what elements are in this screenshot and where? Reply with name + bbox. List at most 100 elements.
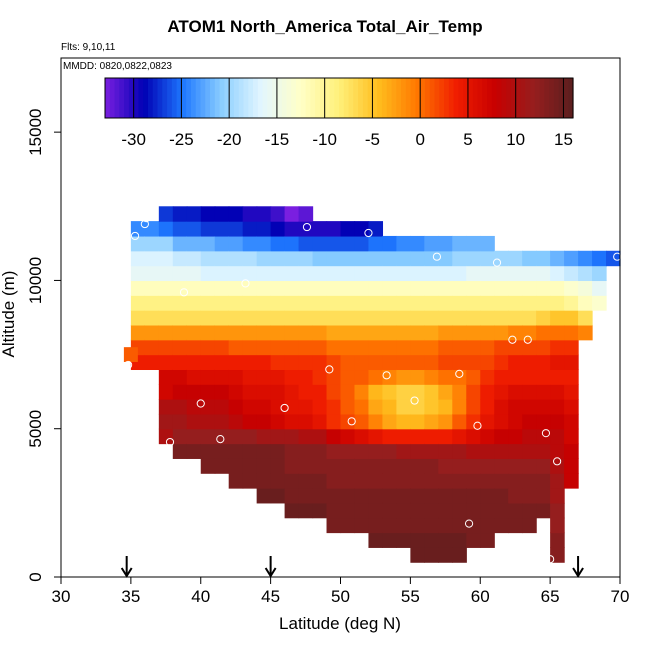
heatmap-cell — [508, 354, 523, 371]
heatmap-cell — [340, 473, 356, 489]
heatmap-cell — [186, 265, 202, 282]
heatmap-cell — [298, 295, 314, 311]
heatmap-cell — [424, 399, 439, 415]
heatmap-cell — [536, 369, 551, 385]
heatmap-cell — [424, 369, 439, 385]
heatmap-cell — [354, 354, 370, 371]
colorbar-swatch — [472, 78, 479, 118]
heatmap-cell — [522, 473, 537, 489]
heatmap-cell — [382, 399, 398, 415]
heatmap-cell — [550, 473, 565, 489]
heatmap-cell — [326, 517, 342, 534]
heatmap-cell — [270, 384, 286, 400]
heatmap-cell — [228, 458, 244, 474]
heatmap-cell — [382, 354, 398, 371]
colorbar-swatch — [506, 78, 512, 118]
heatmap-cell — [536, 443, 551, 459]
observation-point — [464, 519, 474, 528]
heatmap-cell — [480, 280, 495, 296]
heatmap-cell — [480, 354, 495, 371]
heatmap-cell — [172, 369, 188, 385]
colorbar-swatch — [434, 78, 440, 118]
heatmap-cell — [410, 502, 425, 519]
heatmap-cell — [424, 250, 439, 267]
heatmap-cell — [228, 473, 244, 489]
heatmap-cell — [410, 473, 425, 489]
heatmap-cell — [424, 517, 439, 534]
heatmap-cell — [326, 399, 342, 415]
heatmap-cell — [494, 473, 509, 489]
x-tick-label: 60 — [471, 587, 490, 606]
heatmap-cell — [452, 295, 467, 311]
heatmap-cell — [172, 265, 188, 282]
colorbar-swatch — [286, 78, 292, 118]
heatmap-cell — [550, 547, 565, 563]
heatmap-cell — [172, 384, 188, 400]
colorbar-swatch — [482, 78, 488, 118]
heatmap-cell — [494, 517, 509, 534]
heatmap-cell — [452, 280, 467, 296]
heatmap-cell — [326, 502, 342, 519]
heatmap-cell — [270, 250, 286, 267]
colorbar-swatch — [358, 78, 364, 118]
observation-point — [140, 219, 149, 229]
heatmap-cell — [536, 339, 551, 356]
colorbar-swatch — [276, 78, 283, 118]
heatmap-cell — [186, 206, 202, 222]
heatmap-cell — [480, 473, 495, 489]
colorbar-tick-label: 0 — [415, 130, 424, 149]
heatmap-cell — [368, 369, 384, 385]
heatmap-cell — [550, 428, 565, 445]
heatmap-cell — [550, 310, 565, 326]
y-tick-label: 0 — [26, 572, 45, 581]
heatmap-cell — [536, 488, 551, 504]
heatmap-cell — [354, 428, 370, 445]
heatmap-cell — [424, 532, 439, 548]
heatmap-cell — [410, 339, 425, 356]
heatmap-cell — [186, 250, 202, 267]
heatmap-cell — [536, 428, 551, 445]
heatmap-cell — [242, 250, 258, 267]
colorbar-tick-label: -15 — [265, 130, 290, 149]
heatmap-cell — [508, 280, 523, 296]
heatmap-cell — [186, 413, 202, 430]
heatmap-cell — [214, 339, 230, 356]
heatmap-cell — [396, 473, 411, 489]
heatmap-cell — [158, 399, 174, 415]
heatmap-cell — [214, 443, 230, 459]
observation-point — [179, 288, 189, 297]
colorbar-swatch — [105, 78, 111, 118]
heatmap-cell — [410, 280, 425, 296]
colorbar-swatch — [510, 78, 517, 118]
heatmap-cell — [186, 310, 202, 326]
colorbar-swatch — [210, 78, 216, 118]
heatmap-cell — [354, 265, 370, 282]
observation-point — [130, 231, 140, 241]
heatmap-cell — [228, 206, 244, 222]
heatmap-cell — [214, 265, 230, 282]
heatmap-cell — [200, 384, 216, 400]
heatmap-cell — [466, 428, 481, 445]
colorbar-swatch — [176, 78, 183, 118]
heatmap-cell — [312, 250, 328, 267]
heatmap-cell — [144, 280, 160, 296]
heatmap-cell — [172, 324, 188, 341]
flights-label: Flts: 9,10,11 — [61, 42, 116, 53]
heatmap-cell — [368, 502, 384, 519]
heatmap-cell — [270, 221, 286, 237]
heatmap-cell — [508, 502, 523, 519]
heatmap-cells — [123, 206, 621, 563]
heatmap-cell — [396, 428, 411, 445]
heatmap-cell — [452, 399, 467, 415]
heatmap-cell — [578, 295, 593, 311]
heatmap-cell — [508, 250, 523, 267]
heatmap-cell — [186, 443, 202, 459]
heatmap-cell — [242, 324, 258, 341]
colorbar-swatch — [377, 78, 383, 118]
heatmap-cell — [382, 295, 398, 311]
heatmap-cell — [270, 369, 286, 385]
heatmap-cell — [410, 250, 425, 267]
heatmap-cell — [340, 428, 356, 445]
heatmap-cell — [298, 310, 314, 326]
heatmap-cell — [480, 443, 495, 459]
